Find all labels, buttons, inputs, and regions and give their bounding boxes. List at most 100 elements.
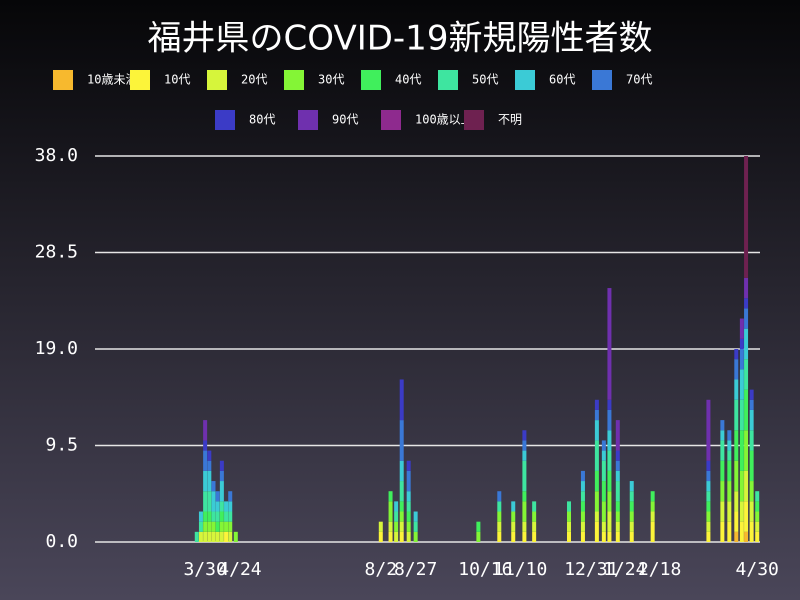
bar-segment: [744, 430, 749, 471]
legend-swatch: [438, 70, 458, 90]
bar-segment: [203, 420, 208, 441]
legend-label: 20代: [241, 73, 267, 87]
bar-segment: [413, 531, 418, 542]
bar-segment: [650, 491, 655, 502]
legend-swatch: [53, 70, 73, 90]
bar-segment: [219, 521, 224, 532]
x-tick-label: 3/30: [183, 559, 226, 580]
bar-segment: [755, 491, 760, 502]
legend-label: 30代: [318, 73, 344, 87]
bar-segment: [207, 470, 212, 492]
bar-segment: [755, 531, 760, 542]
x-tick-label: 12/31: [564, 559, 618, 580]
bar-segment: [580, 470, 585, 482]
bar-segment: [607, 430, 612, 451]
bar-segment: [594, 420, 599, 441]
bar-segment: [211, 491, 216, 512]
bar-segment: [749, 521, 754, 542]
bar-segment: [522, 440, 527, 451]
legend-label: 90代: [332, 113, 358, 127]
chart-title: 福井県のCOVID-19新規陽性者数: [148, 19, 653, 59]
bar-segment: [399, 501, 404, 512]
bar-segment: [219, 470, 224, 482]
bar-segment: [706, 491, 711, 502]
bar-segment: [749, 501, 754, 522]
bar-segment: [607, 288, 612, 400]
bar-segment: [744, 359, 749, 390]
bar-segment: [594, 491, 599, 512]
bar-segment: [228, 501, 233, 512]
y-tick-label: 19.0: [35, 338, 78, 359]
bar-segment: [399, 511, 404, 522]
legend-swatch: [381, 110, 401, 130]
x-tick-label: 10/16: [458, 559, 512, 580]
bar-segment: [394, 501, 399, 512]
bar-segment: [532, 521, 537, 532]
bar-segment: [215, 521, 220, 532]
bar-segment: [203, 531, 208, 542]
bar-segment: [744, 308, 749, 329]
bar-segment: [522, 491, 527, 502]
bar-segment: [522, 460, 527, 492]
bar-segment: [727, 521, 732, 542]
bar-segment: [207, 450, 212, 461]
bar-segment: [615, 420, 620, 451]
bar-segment: [734, 531, 739, 542]
bar-segment: [629, 501, 634, 512]
bar-segment: [734, 460, 739, 492]
bar-segment: [739, 501, 744, 522]
x-tick-label: 11/10: [493, 559, 547, 580]
bar-segment: [749, 450, 754, 482]
legend-label: 不明: [498, 113, 522, 127]
bar-segment: [734, 399, 739, 431]
bar-segment: [406, 521, 411, 532]
legend-label: 100歳以上: [415, 113, 473, 127]
bar-segment: [219, 460, 224, 471]
bar-segment: [406, 501, 411, 512]
bar-segment: [511, 501, 516, 512]
legend-swatch: [215, 110, 235, 130]
bar-segment: [198, 511, 203, 522]
bar-segment: [629, 481, 634, 492]
bar-segment: [198, 531, 203, 542]
bar-segment: [567, 521, 572, 532]
bar-segment: [744, 328, 749, 360]
bar-segment: [629, 491, 634, 502]
y-tick-label: 28.5: [35, 242, 78, 263]
bar-segment: [497, 511, 502, 522]
bar-segment: [532, 531, 537, 542]
bar-segment: [749, 399, 754, 410]
bar-segment: [601, 481, 606, 502]
bar-segment: [607, 491, 612, 512]
bar-segment: [378, 531, 383, 542]
bar-segment: [399, 460, 404, 482]
bar-segment: [394, 511, 399, 522]
bar-segment: [601, 440, 606, 451]
bar-segment: [580, 521, 585, 532]
bar-segment: [476, 531, 481, 542]
bar-segment: [727, 481, 732, 502]
legend-label: 80代: [249, 113, 275, 127]
bar-segment: [739, 349, 744, 370]
bar-segment: [739, 470, 744, 502]
bar-segment: [607, 511, 612, 532]
bar-segment: [755, 521, 760, 532]
bar-segment: [219, 531, 224, 542]
bar-segment: [744, 277, 749, 299]
bar-segment: [615, 521, 620, 532]
bar-segment: [739, 338, 744, 349]
x-tick-label: 8/27: [394, 559, 437, 580]
bar-segment: [744, 298, 749, 309]
bar-segment: [224, 511, 229, 522]
bar-segment: [203, 440, 208, 451]
bar-segment: [629, 531, 634, 542]
bar-segment: [749, 481, 754, 502]
bar-segment: [601, 460, 606, 482]
bar-segment: [532, 511, 537, 522]
bar-segment: [406, 460, 411, 471]
bar-segment: [215, 491, 220, 502]
bar-segment: [706, 501, 711, 512]
bar-segment: [406, 511, 411, 522]
